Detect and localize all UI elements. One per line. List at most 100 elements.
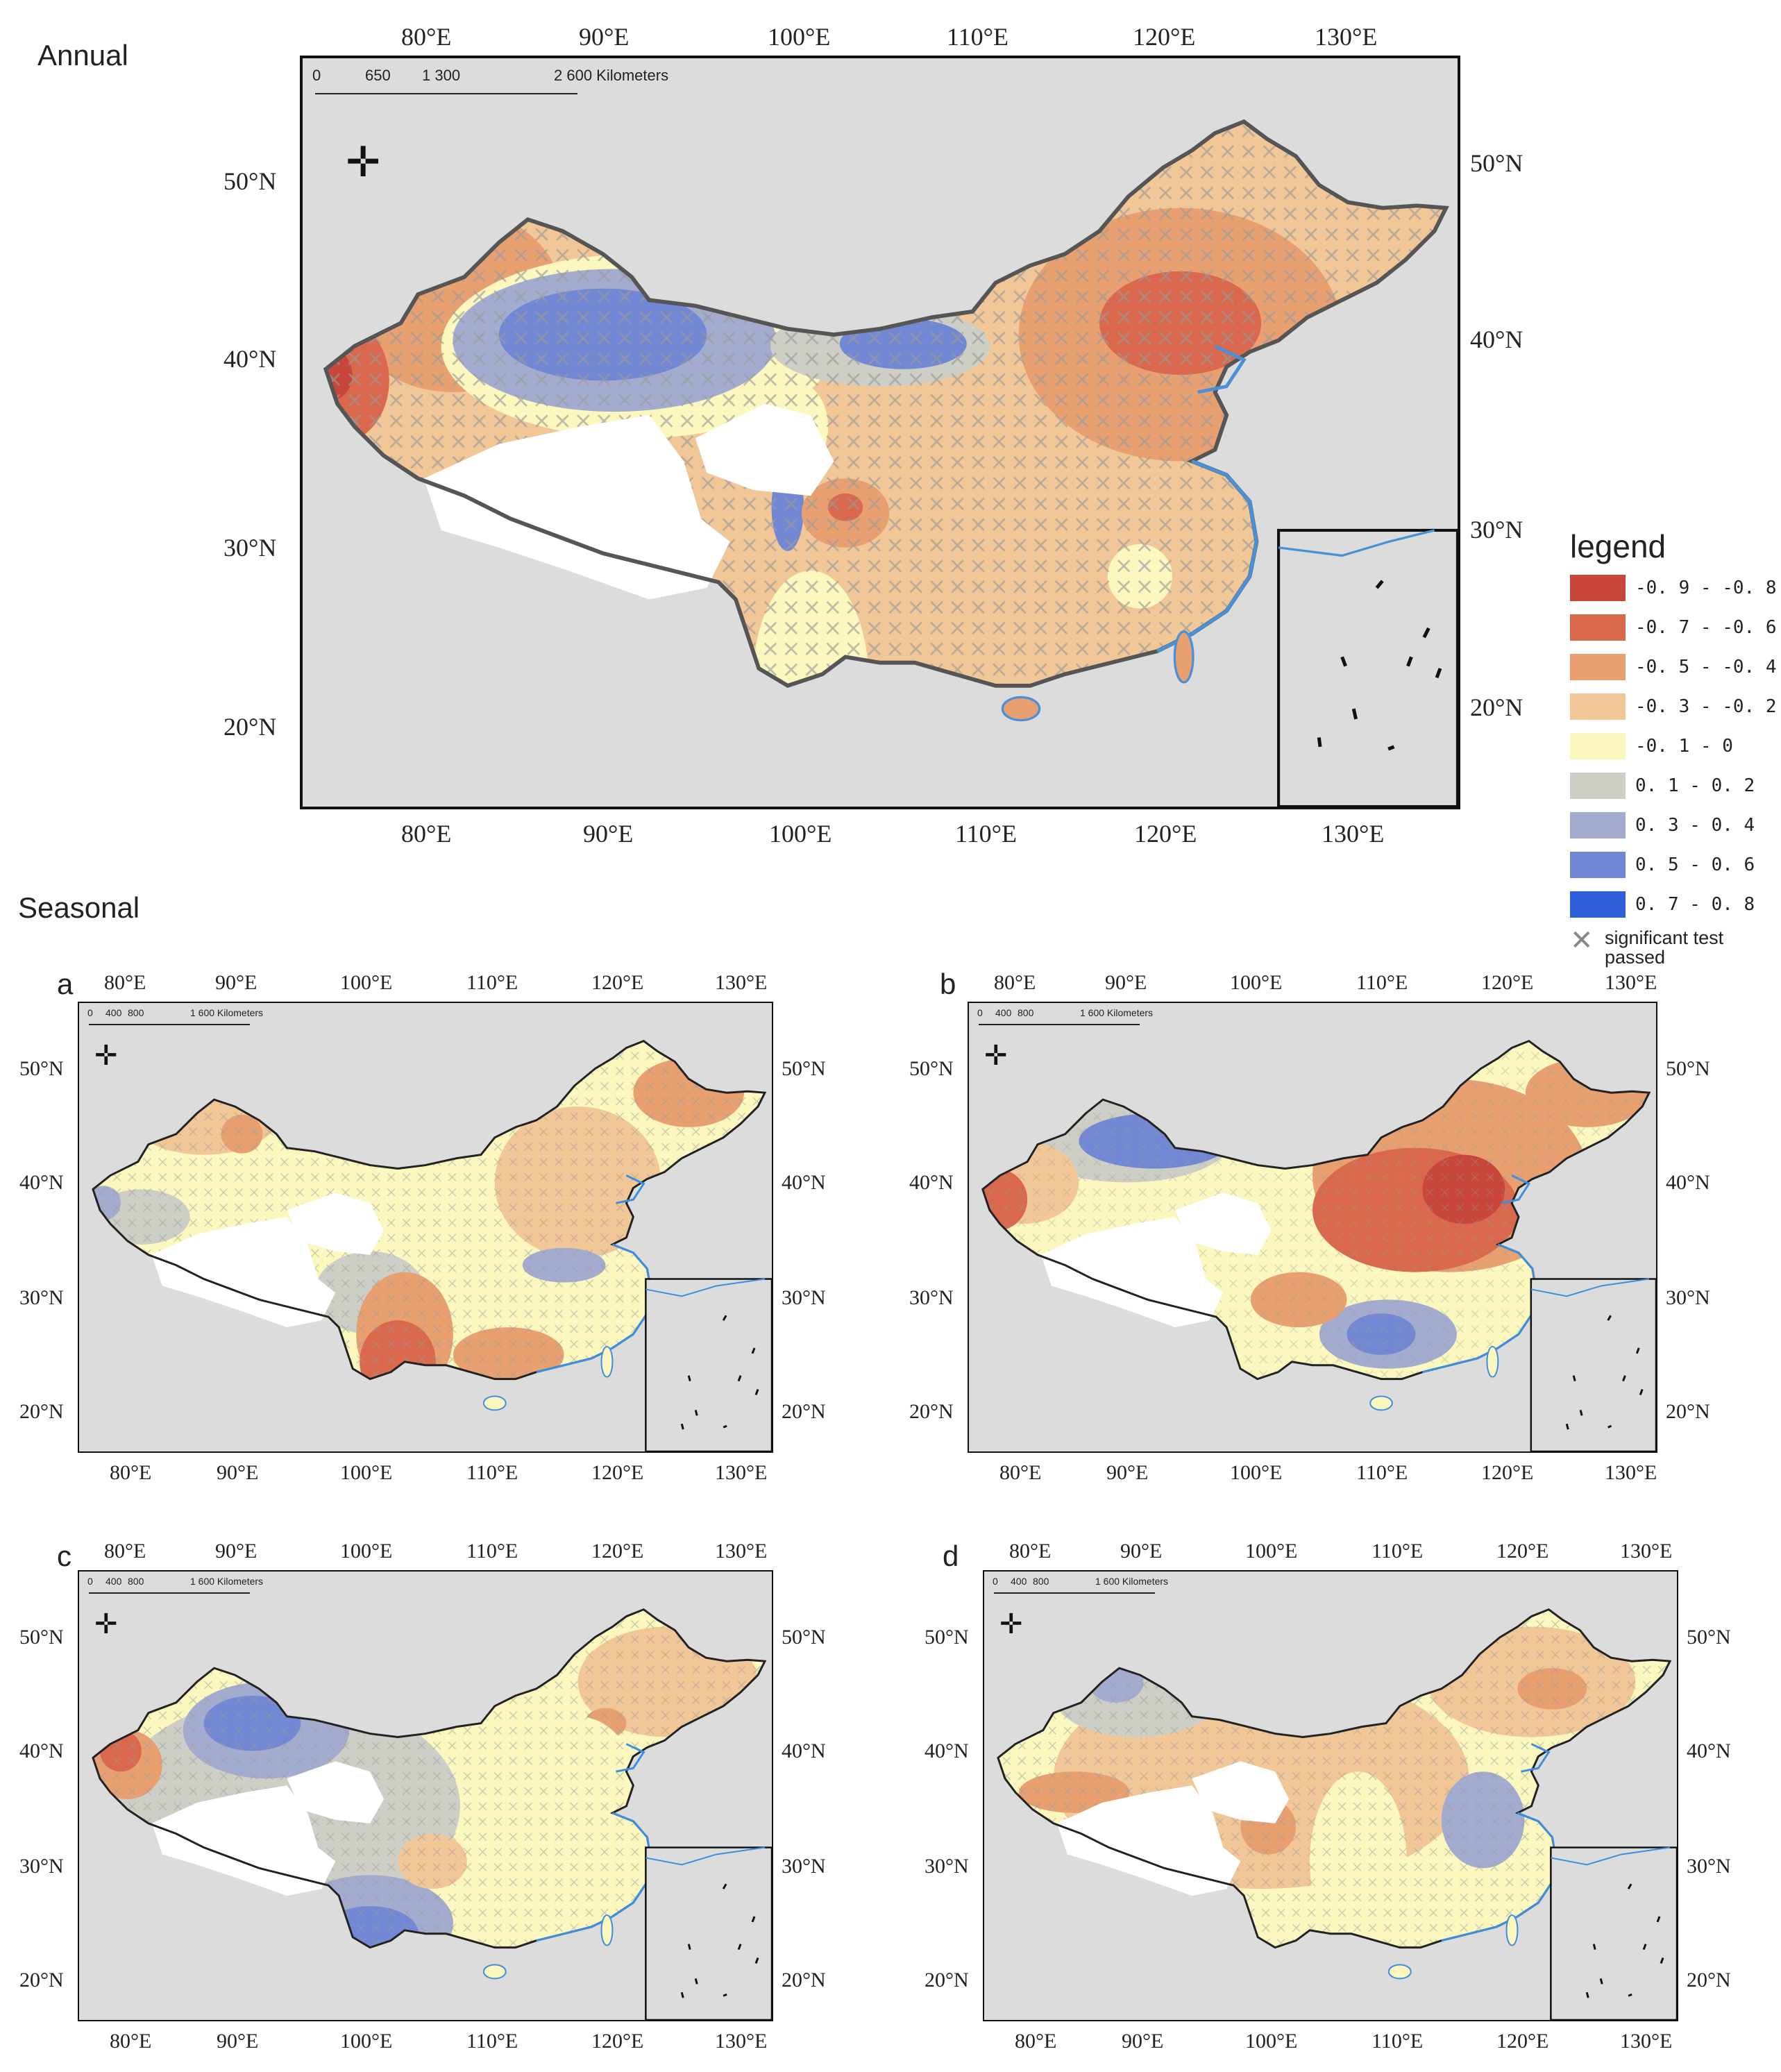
annual-bottom-lon-80: 80°E [401, 820, 452, 848]
legend-label: -0. 5 - -0. 4 [1635, 656, 1777, 677]
left-lat-tick: 30°N [909, 1286, 954, 1309]
north-arrow-icon: ✛ [94, 1609, 118, 1640]
scale-label: 800 [1018, 1007, 1034, 1018]
top-lon-tick: 130°E [715, 971, 768, 994]
left-lat-tick: 20°N [19, 1400, 64, 1423]
annual-map: 0 650 1 300 2 600 Kilometers ✛ [300, 56, 1460, 809]
national-border [323, 119, 1449, 689]
left-lat-tick: 50°N [19, 1626, 64, 1649]
bottom-lon-tick: 110°E [466, 1461, 518, 1484]
scale-label: 0 [993, 1576, 998, 1587]
right-lat-tick: 50°N [1687, 1626, 1731, 1649]
legend-label: -0. 3 - -0. 2 [1635, 696, 1777, 717]
left-lat-tick: 50°N [19, 1057, 64, 1080]
annual-top-lon-120: 120°E [1133, 23, 1196, 51]
bottom-lon-tick: 100°E [340, 1461, 393, 1484]
inset-box-c [645, 1846, 772, 2020]
annual-title: Annual [37, 39, 128, 71]
scale-label-3: 2 600 Kilometers [554, 67, 669, 84]
right-lat-tick: 30°N [1687, 1855, 1731, 1878]
inset-box-b [1530, 1278, 1656, 1451]
right-lat-tick: 20°N [782, 1969, 826, 1991]
scale-label: 400 [105, 1576, 122, 1587]
top-lon-tick: 90°E [1120, 1540, 1163, 1563]
scale-label-2: 1 300 [422, 67, 461, 84]
right-lat-tick: 40°N [782, 1740, 826, 1762]
legend-item: 0. 1 - 0. 2 [1570, 766, 1778, 805]
legend-significance-label: significant test passed [1605, 927, 1724, 968]
inset-box-a [645, 1278, 772, 1451]
scale-bar-c: 0 400 800 1 600 Kilometers [86, 1576, 267, 1594]
bottom-lon-tick: 90°E [1106, 1461, 1149, 1484]
legend-label: 0. 7 - 0. 8 [1635, 893, 1755, 915]
legend-swatch [1570, 772, 1626, 799]
bottom-lon-tick: 80°E [110, 1461, 152, 1484]
panel-letter-b: b [940, 968, 956, 1000]
scale-label: 800 [128, 1007, 144, 1018]
annual-top-lon-100: 100°E [768, 23, 831, 51]
scale-label: 0 [87, 1576, 93, 1587]
left-lat-tick: 50°N [925, 1626, 969, 1649]
legend-label: 0. 1 - 0. 2 [1635, 775, 1755, 796]
right-lat-tick: 50°N [782, 1057, 826, 1080]
scale-label: 0 [87, 1007, 93, 1018]
legend-item: -0. 3 - -0. 2 [1570, 687, 1778, 726]
scale-bar: 0 650 1 300 2 600 Kilometers [311, 67, 668, 94]
top-lon-tick: 130°E [715, 1540, 768, 1563]
top-lon-tick: 130°E [1605, 971, 1657, 994]
scale-bar-b: 0 400 800 1 600 Kilometers [976, 1007, 1156, 1025]
right-lat-tick: 30°N [782, 1855, 826, 1878]
bottom-lon-tick: 120°E [591, 2030, 644, 2053]
scale-bar-a: 0 400 800 1 600 Kilometers [86, 1007, 267, 1025]
bottom-lon-tick: 120°E [591, 1461, 644, 1484]
bottom-lon-tick: 80°E [1015, 2030, 1057, 2053]
annual-top-lon-110: 110°E [947, 23, 1009, 51]
left-lat-tick: 40°N [925, 1740, 969, 1762]
top-lon-tick: 130°E [1620, 1540, 1673, 1563]
seasonal-map-d: 0 400 800 1 600 Kilometers ✛ [983, 1570, 1678, 2021]
top-lon-tick: 100°E [1230, 971, 1283, 994]
annual-bottom-lon-90: 90°E [583, 820, 634, 848]
top-lon-tick: 110°E [466, 971, 518, 994]
bottom-lon-tick: 130°E [1620, 2030, 1673, 2053]
top-lon-tick: 120°E [1481, 971, 1534, 994]
left-lat-tick: 40°N [19, 1171, 64, 1194]
left-lat-tick: 50°N [909, 1057, 954, 1080]
annual-bottom-lon-120: 120°E [1134, 820, 1197, 848]
top-lon-tick: 110°E [466, 1540, 518, 1563]
bottom-lon-tick: 110°E [466, 2030, 518, 2053]
legend-label: -0. 1 - 0 [1635, 735, 1733, 757]
annual-left-lat-50: 50°N [223, 167, 277, 195]
legend-label: -0. 9 - -0. 8 [1635, 577, 1777, 598]
panel-letter-c: c [57, 1540, 71, 1572]
seasonal-map-drawing-a [92, 1039, 772, 1451]
seasonal-map-c: 0 400 800 1 600 Kilometers ✛ [78, 1570, 773, 2021]
annual-left-lat-30: 30°N [223, 534, 277, 562]
bottom-lon-tick: 80°E [999, 1461, 1042, 1484]
top-lon-tick: 80°E [1009, 1540, 1052, 1563]
top-lon-tick: 120°E [1496, 1540, 1549, 1563]
bottom-lon-tick: 120°E [1496, 2030, 1549, 2053]
scale-label: 800 [1033, 1576, 1049, 1587]
annual-map-drawing [323, 119, 1458, 807]
right-lat-tick: 20°N [782, 1400, 826, 1423]
top-lon-tick: 100°E [340, 1540, 393, 1563]
bottom-lon-tick: 130°E [715, 2030, 768, 2053]
right-lat-tick: 20°N [1666, 1400, 1710, 1423]
top-lon-tick: 80°E [994, 971, 1036, 994]
panel-letter-a: a [57, 968, 74, 1000]
top-lon-tick: 120°E [591, 1540, 644, 1563]
seasonal-map-a: 0 400 800 1 600 Kilometers ✛ [78, 1002, 773, 1453]
right-lat-tick: 30°N [782, 1286, 826, 1309]
legend-swatch [1570, 851, 1626, 878]
left-lat-tick: 30°N [925, 1855, 969, 1878]
legend-item: 0. 7 - 0. 8 [1570, 884, 1778, 924]
right-lat-tick: 20°N [1687, 1969, 1731, 1991]
scale-bar-d: 0 400 800 1 600 Kilometers [991, 1576, 1172, 1594]
legend-significance: ✕ significant test passed [1570, 927, 1778, 968]
legend-item: 0. 5 - 0. 6 [1570, 845, 1778, 884]
left-lat-tick: 20°N [19, 1969, 64, 1991]
bottom-lon-tick: 120°E [1481, 1461, 1534, 1484]
top-lon-tick: 90°E [215, 1540, 258, 1563]
plateau-mask [423, 415, 730, 600]
